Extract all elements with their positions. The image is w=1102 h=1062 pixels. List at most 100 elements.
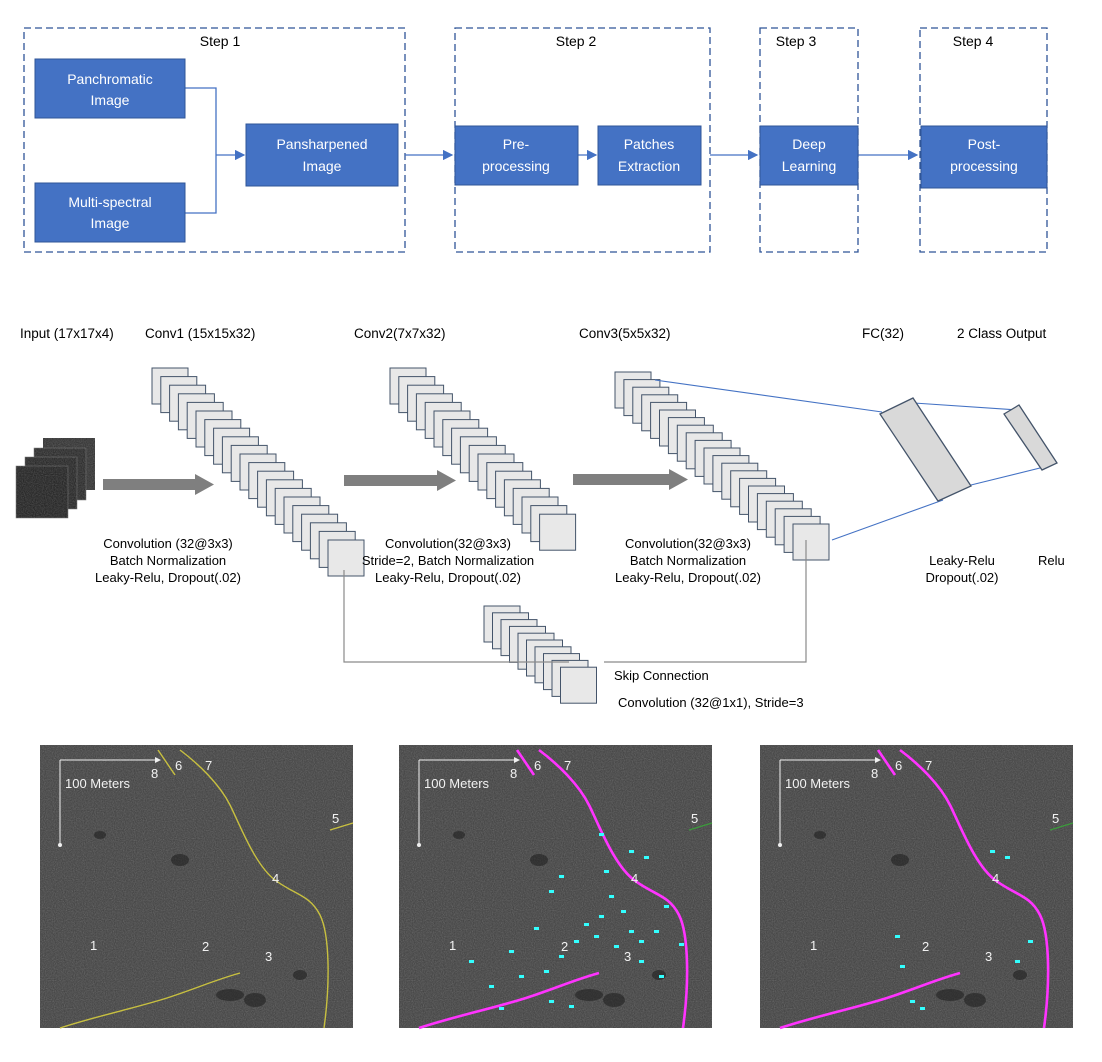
false-positive-mark bbox=[1028, 940, 1033, 943]
multispectral-line1: Multi-spectral bbox=[68, 194, 151, 210]
false-positive-mark bbox=[534, 927, 539, 930]
panchromatic-box: Panchromatic Image bbox=[34, 58, 186, 119]
false-positive-mark bbox=[639, 960, 644, 963]
false-positive-mark bbox=[895, 935, 900, 938]
false-positive-mark bbox=[599, 915, 604, 918]
road-segment bbox=[59, 972, 241, 1029]
op3-line3: Leaky-Relu, Dropout(.02) bbox=[615, 570, 761, 585]
input-patch-stack bbox=[15, 438, 95, 519]
marker-8: 8 bbox=[871, 766, 878, 781]
false-positive-mark bbox=[1015, 960, 1020, 963]
road-segment bbox=[876, 749, 897, 776]
fc-title: FC(32) bbox=[862, 326, 904, 341]
op3-line2: Batch Normalization bbox=[630, 553, 746, 568]
false-positive-mark bbox=[629, 930, 634, 933]
conv3-title: Conv3(5x5x32) bbox=[579, 326, 671, 341]
pansharpened-line1: Pansharpened bbox=[276, 136, 367, 152]
conv2-feature-maps bbox=[389, 367, 577, 551]
false-positive-mark bbox=[664, 905, 669, 908]
skip-connection-return bbox=[604, 540, 807, 663]
false-positive-mark bbox=[509, 950, 514, 953]
false-positive-mark bbox=[499, 1007, 504, 1010]
marker-4: 4 bbox=[272, 871, 279, 886]
preprocessing-line1: Pre- bbox=[503, 136, 530, 152]
step1-frame bbox=[23, 27, 406, 253]
marker-1: 1 bbox=[449, 938, 456, 953]
marker-5: 5 bbox=[691, 811, 698, 826]
input-title: Input (17x17x4) bbox=[20, 326, 114, 341]
false-positive-mark bbox=[644, 856, 649, 859]
scale-label: 100 Meters bbox=[785, 776, 851, 791]
road-segment bbox=[515, 749, 536, 776]
marker-1: 1 bbox=[90, 938, 97, 953]
marker-2: 2 bbox=[561, 939, 568, 954]
deep-learning-box: Deep Learning bbox=[759, 125, 859, 186]
preprocessing-box: Pre- processing bbox=[454, 125, 579, 186]
result-panel-1: 100 Meters 1 2 3 4 5 6 7 8 bbox=[40, 745, 354, 1029]
pansharpened-line2: Image bbox=[303, 158, 342, 174]
step4-label: Step 4 bbox=[953, 33, 994, 49]
road-segment bbox=[899, 748, 1050, 1029]
false-positive-mark bbox=[639, 940, 644, 943]
panchromatic-line1: Panchromatic bbox=[67, 71, 153, 87]
false-positive-mark bbox=[569, 1005, 574, 1008]
false-positive-mark bbox=[549, 890, 554, 893]
op1-line1: Convolution (32@3x3) bbox=[103, 536, 233, 551]
road-segment bbox=[538, 748, 689, 1029]
road-segment bbox=[179, 749, 329, 1029]
marker-8: 8 bbox=[151, 766, 158, 781]
marker-6: 6 bbox=[175, 758, 182, 773]
false-positive-mark bbox=[990, 850, 995, 853]
connector-panchromatic bbox=[185, 87, 217, 214]
marker-1: 1 bbox=[810, 938, 817, 953]
false-positive-mark bbox=[920, 1007, 925, 1010]
patches-line2: Extraction bbox=[618, 158, 680, 174]
op2-line3: Leaky-Relu, Dropout(.02) bbox=[375, 570, 521, 585]
fc-connections bbox=[654, 379, 1049, 541]
marker-2: 2 bbox=[202, 939, 209, 954]
multispectral-line2: Image bbox=[91, 215, 130, 231]
output-layer bbox=[1003, 404, 1058, 471]
conv3-feature-map bbox=[792, 523, 830, 561]
skip-op-label: Convolution (32@1x1), Stride=3 bbox=[618, 695, 804, 710]
patches-extraction-box: Patches Extraction bbox=[597, 125, 702, 186]
step4-frame bbox=[919, 27, 1048, 253]
op1-line2: Batch Normalization bbox=[110, 553, 226, 568]
patches-line1: Patches bbox=[624, 136, 675, 152]
road-segment bbox=[157, 749, 176, 776]
marker-3: 3 bbox=[624, 949, 631, 964]
skip-label: Skip Connection bbox=[614, 668, 709, 683]
marker-2: 2 bbox=[922, 939, 929, 954]
marker-7: 7 bbox=[564, 758, 571, 773]
postprocessing-box: Post- processing bbox=[920, 125, 1048, 189]
false-positive-mark bbox=[599, 833, 604, 836]
false-positive-mark bbox=[604, 870, 609, 873]
false-positive-mark bbox=[900, 965, 905, 968]
fc-op-line2: Dropout(.02) bbox=[926, 570, 999, 585]
false-positive-mark bbox=[679, 943, 684, 946]
skip-connection-line bbox=[343, 570, 569, 663]
marker-3: 3 bbox=[265, 949, 272, 964]
op3-line1: Convolution(32@3x3) bbox=[625, 536, 751, 551]
skip-feature-maps bbox=[483, 605, 597, 704]
deep-learning-line1: Deep bbox=[792, 136, 826, 152]
result-panel-3: 100 Meters 1 2 3 4 5 6 7 8 bbox=[760, 745, 1074, 1030]
step3-label: Step 3 bbox=[776, 33, 817, 49]
conv1-feature-map bbox=[327, 539, 365, 577]
road-segment bbox=[688, 822, 713, 831]
false-positive-mark bbox=[1005, 856, 1010, 859]
marker-4: 4 bbox=[631, 871, 638, 886]
conv3-feature-maps bbox=[614, 371, 830, 561]
false-positive-mark bbox=[621, 910, 626, 913]
false-positive-mark bbox=[574, 940, 579, 943]
step1-label: Step 1 bbox=[200, 33, 241, 49]
road-segment bbox=[418, 971, 600, 1030]
false-positive-mark bbox=[469, 960, 474, 963]
false-positive-mark bbox=[544, 970, 549, 973]
step2-frame bbox=[454, 27, 711, 253]
panchromatic-line2: Image bbox=[91, 92, 130, 108]
op2-line2: Stride=2, Batch Normalization bbox=[362, 553, 534, 568]
skip-feature-map bbox=[560, 666, 597, 704]
postprocessing-line1: Post- bbox=[968, 136, 1001, 152]
